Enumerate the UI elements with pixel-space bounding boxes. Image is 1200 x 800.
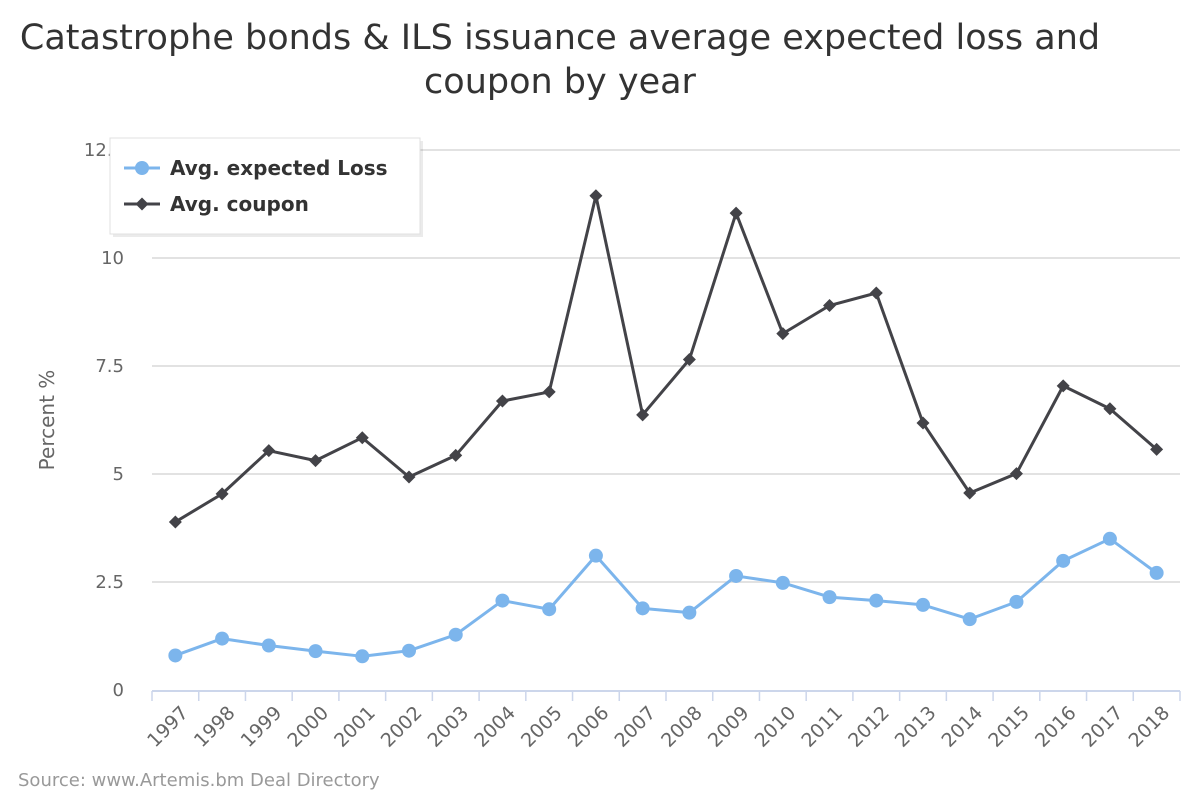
x-tick-label: 2015 — [984, 702, 1034, 752]
chart-title: Catastrophe bonds & ILS issuance average… — [0, 16, 1120, 104]
data-point — [588, 548, 603, 563]
data-point — [822, 590, 837, 605]
chart-title-line-2: coupon by year — [424, 62, 696, 102]
x-tick-label: 2009 — [704, 702, 754, 752]
data-point — [1102, 531, 1117, 546]
data-point — [776, 327, 790, 341]
legend-item-avg-coupon[interactable]: Avg. coupon — [124, 192, 309, 216]
data-point — [542, 385, 556, 399]
data-point — [1056, 379, 1070, 393]
series-line — [174, 194, 1158, 524]
data-point — [261, 638, 276, 653]
data-point — [495, 593, 510, 608]
data-point — [916, 597, 930, 612]
data-point — [1056, 553, 1071, 568]
x-tick-label: 2017 — [1078, 702, 1128, 752]
data-point — [1103, 402, 1117, 416]
data-point — [168, 648, 183, 663]
data-point — [729, 568, 744, 583]
x-tick-label: 2016 — [1031, 702, 1081, 752]
data-point — [1009, 594, 1024, 609]
data-point — [542, 602, 557, 617]
data-point — [963, 486, 977, 500]
x-tick-label: 1999 — [237, 702, 287, 752]
data-point — [1149, 565, 1164, 580]
data-point — [823, 299, 837, 313]
x-tick-label: 2001 — [330, 702, 380, 752]
x-tick-label: 2010 — [751, 702, 801, 752]
x-tick-label: 2007 — [610, 702, 660, 752]
data-point — [682, 605, 697, 620]
y-tick-label: 2.5 — [95, 572, 124, 593]
x-axis: 1997199819992000200120022003200420052006… — [143, 690, 1181, 752]
data-point — [729, 206, 743, 220]
data-point — [262, 444, 276, 458]
legend[interactable]: Avg. expected Loss Avg. coupon — [109, 137, 423, 237]
series-avg-coupon — [168, 189, 1164, 529]
x-tick-label: 1998 — [190, 702, 240, 752]
data-point — [309, 454, 323, 468]
y-axis-title: Percent % — [35, 370, 59, 471]
legend-label: Avg. coupon — [170, 192, 309, 216]
series-group — [168, 189, 1164, 664]
data-point — [916, 416, 930, 430]
chart-title-line-1: Catastrophe bonds & ILS issuance average… — [19, 18, 1101, 58]
series-line — [174, 537, 1158, 658]
x-tick-label: 2002 — [377, 702, 427, 752]
x-tick-label: 2013 — [891, 702, 941, 752]
x-tick-label: 1997 — [143, 702, 193, 752]
legend-box — [109, 137, 421, 235]
y-tick-label: 10 — [101, 248, 124, 269]
source-note: Source: www.Artemis.bm Deal Directory — [18, 770, 380, 791]
y-tick-label: 5 — [113, 464, 124, 485]
data-point — [1009, 467, 1023, 481]
x-tick-label: 2014 — [938, 702, 988, 752]
y-tick-label: 0 — [113, 680, 124, 701]
data-point — [215, 631, 230, 646]
series-avg-expected-loss — [168, 531, 1164, 664]
data-point — [589, 189, 603, 203]
data-point — [355, 431, 369, 445]
data-point — [355, 649, 370, 664]
data-point — [402, 470, 416, 484]
x-tick-label: 2008 — [657, 702, 707, 752]
data-point — [448, 627, 463, 642]
data-point — [869, 593, 884, 608]
data-point — [682, 353, 696, 367]
data-point — [168, 515, 182, 529]
data-point — [775, 575, 790, 590]
data-point — [636, 408, 650, 422]
x-tick-label: 2005 — [517, 702, 567, 752]
data-point — [215, 487, 229, 501]
data-point — [962, 612, 977, 627]
data-point — [495, 394, 509, 408]
y-tick-label: 7.5 — [95, 356, 124, 377]
legend-marker — [135, 161, 149, 175]
data-point — [449, 448, 463, 462]
x-tick-label: 2006 — [564, 702, 614, 752]
data-point — [1150, 442, 1164, 456]
legend-marker — [135, 197, 149, 211]
data-point — [635, 601, 650, 616]
x-tick-label: 2012 — [844, 702, 894, 752]
x-tick-label: 2018 — [1124, 702, 1174, 752]
data-point — [402, 643, 416, 658]
x-tick-label: 2004 — [470, 702, 520, 752]
x-tick-label: 2003 — [424, 702, 474, 752]
x-tick-label: 2011 — [797, 702, 847, 752]
x-tick-label: 2000 — [283, 702, 333, 752]
legend-item-avg-expected-loss[interactable]: Avg. expected Loss — [124, 156, 388, 180]
data-point — [869, 286, 883, 300]
data-point — [308, 644, 323, 659]
legend-label: Avg. expected Loss — [170, 156, 388, 180]
